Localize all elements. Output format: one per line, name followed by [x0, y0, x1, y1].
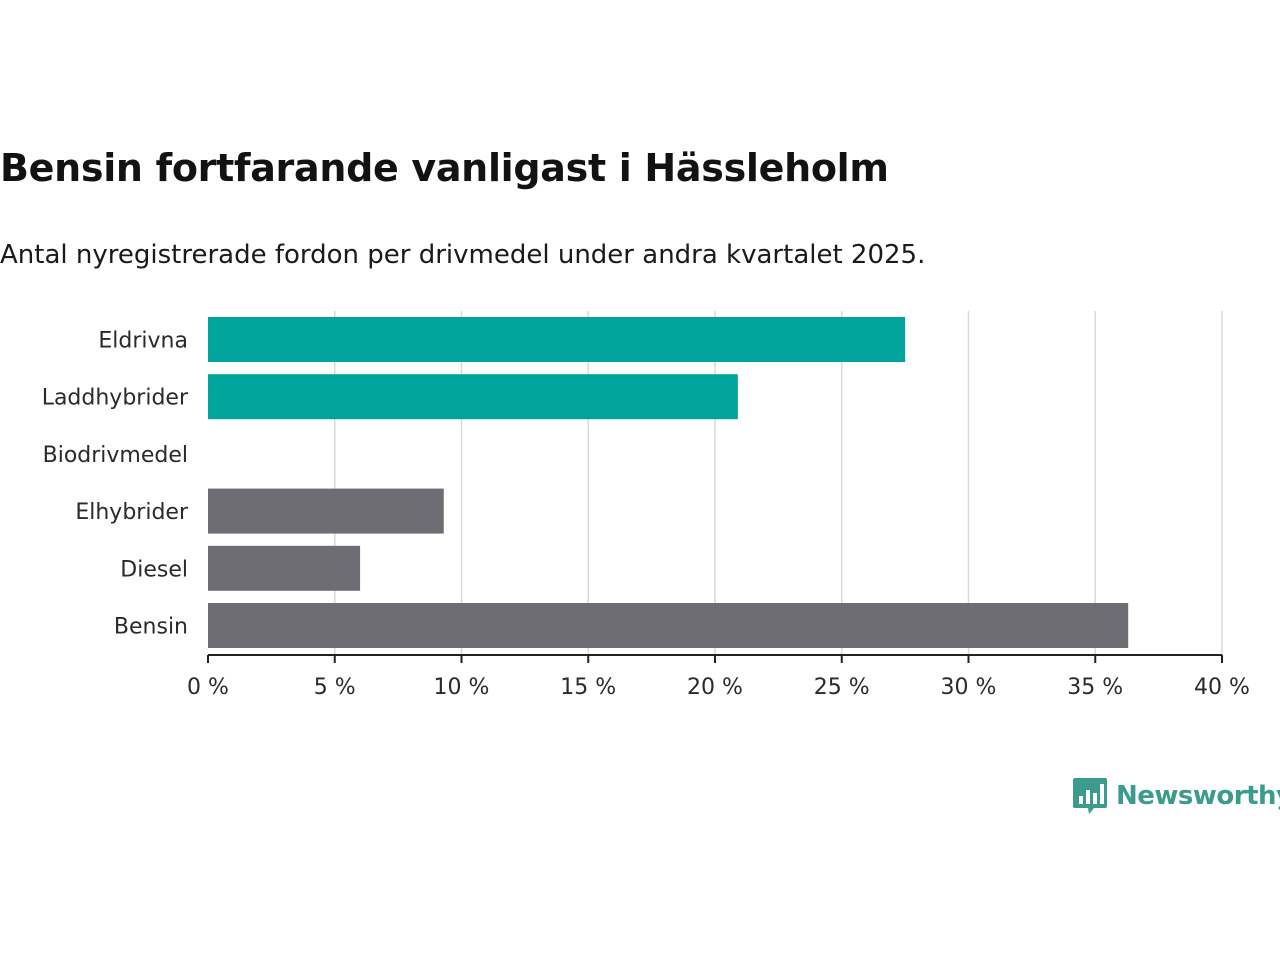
bar-diesel: [208, 545, 361, 591]
x-tick-label: 25 %: [814, 675, 870, 700]
x-tick-label: 30 %: [941, 675, 997, 700]
x-axis: 0 % 5 % 10 % 15 % 20 % 25 % 30 % 35 % 40 %: [187, 654, 1250, 700]
category-label: Biodrivmedel: [43, 443, 188, 468]
x-tick-label: 20 %: [687, 675, 743, 700]
bar-laddhybrider: [208, 374, 738, 420]
x-tick-label: 10 %: [434, 675, 490, 700]
x-tick-label: 40 %: [1194, 675, 1250, 700]
x-tick-label: 5 %: [314, 675, 356, 700]
x-tick-label: 15 %: [560, 675, 616, 700]
bar-bensin: [208, 603, 1129, 648]
x-tick-label: 35 %: [1067, 675, 1123, 700]
category-label: Bensin: [114, 615, 188, 640]
category-label: Diesel: [120, 557, 188, 582]
category-labels: Eldrivna Laddhybrider Biodrivmedel Elhybrid…: [42, 329, 189, 640]
grid-lines: [334, 311, 1223, 655]
brand-name: Newsworthy: [1116, 781, 1280, 811]
chart-title: Bensin fortfarande vanligast i Hässlehol…: [0, 146, 889, 190]
brand-logo: Newsworthy: [1072, 776, 1280, 816]
category-label: Laddhybrider: [42, 386, 189, 411]
bar-eldrivna: [208, 317, 906, 362]
chart-subtitle: Antal nyregistrerade fordon per drivmede…: [0, 240, 926, 270]
bars: [208, 317, 1129, 648]
category-label: Elhybrider: [75, 500, 189, 525]
bar-elhybrider: [208, 488, 444, 534]
x-tick-label: 0 %: [187, 675, 229, 700]
newsworthy-chart-bubble-icon: [1073, 778, 1107, 814]
category-label: Eldrivna: [98, 329, 188, 354]
